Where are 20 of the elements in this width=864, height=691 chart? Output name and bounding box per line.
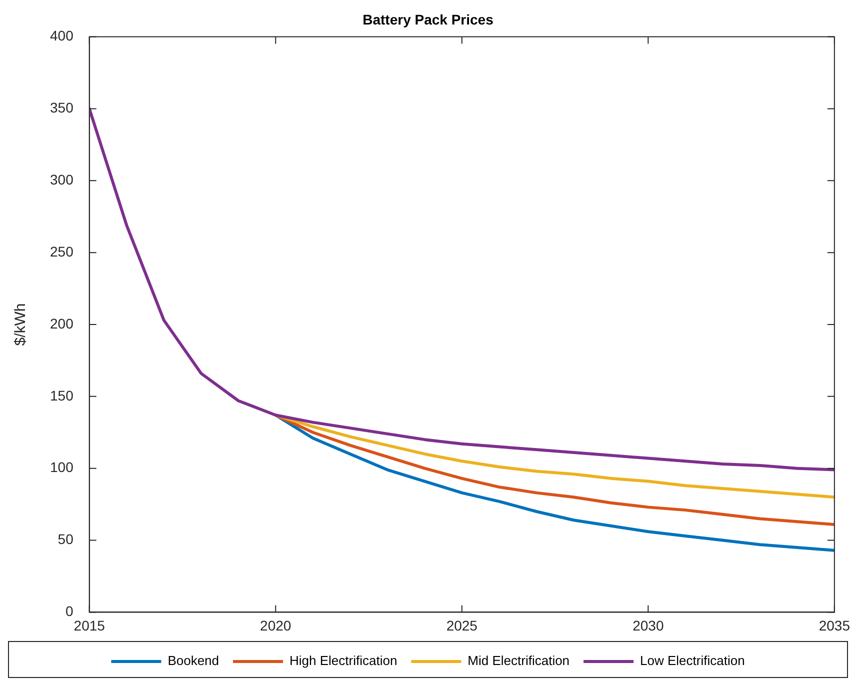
- x-tick-label: 2025: [446, 617, 478, 634]
- y-tick-label: 150: [50, 387, 74, 404]
- x-tick-label: 2035: [818, 617, 850, 634]
- y-tick-label: 250: [50, 243, 74, 260]
- y-tick-label: 300: [50, 172, 74, 188]
- x-tick-label: 2015: [74, 617, 106, 634]
- y-tick-label: 0: [66, 603, 74, 620]
- legend-label: High Electrification: [290, 653, 398, 668]
- x-tick-label: 2020: [260, 617, 292, 634]
- y-tick-label: 100: [50, 459, 74, 476]
- y-tick-label: 200: [50, 315, 74, 332]
- y-tick-label: 50: [58, 531, 74, 548]
- legend-label: Bookend: [168, 653, 220, 668]
- chart-title: Battery Pack Prices: [362, 11, 494, 28]
- y-axis-title: $/kWh: [12, 303, 30, 346]
- legend-label: Mid Electrification: [468, 653, 570, 668]
- y-tick-label: 400: [50, 28, 74, 44]
- legend-label: Low Electrification: [640, 653, 745, 668]
- x-tick-label: 2030: [632, 617, 664, 634]
- y-tick-label: 350: [50, 100, 74, 116]
